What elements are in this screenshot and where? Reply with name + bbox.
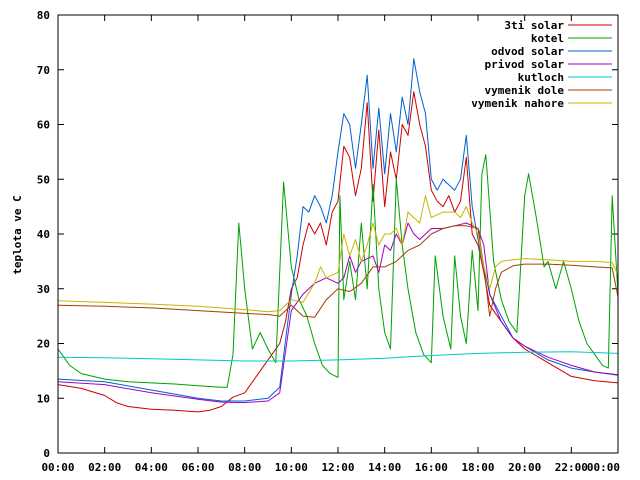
x-tick-label: 18:00	[461, 461, 494, 474]
x-tick-label: 10:00	[275, 461, 308, 474]
series-line-kutloch	[57, 351, 619, 362]
legend-label: privod solar	[485, 58, 565, 71]
x-tick-label: 06:00	[181, 461, 214, 474]
legend-label: odvod solar	[491, 45, 564, 58]
x-tick-label: 04:00	[135, 461, 168, 474]
y-tick-label: 50	[37, 173, 50, 186]
x-tick-label: 14:00	[368, 461, 401, 474]
x-tick-label: 12:00	[321, 461, 354, 474]
x-tick-label: 00:00	[41, 461, 74, 474]
series-lines	[57, 58, 619, 413]
y-tick-label: 10	[37, 392, 50, 405]
y-tick-label: 70	[37, 64, 50, 77]
plot-frame	[57, 14, 619, 454]
x-tick-label: 02:00	[88, 461, 121, 474]
legend-label: kutloch	[518, 71, 564, 84]
y-tick-label: 30	[37, 283, 50, 296]
series-line-privod-solar	[57, 222, 619, 404]
y-tick-label: 60	[37, 119, 50, 132]
y-tick-label: 20	[37, 338, 50, 351]
x-tick-label: 20:00	[508, 461, 541, 474]
legend-label: kotel	[531, 32, 564, 45]
x-tick-label: 08:00	[228, 461, 261, 474]
y-axis-ticks: 0 10 20 30 40 50 60 70 80	[37, 9, 618, 460]
legend-label: vymenik nahore	[471, 97, 564, 110]
y-tick-label: 80	[37, 9, 50, 22]
y-axis-label: teplota ve C	[11, 195, 24, 274]
series-line-vymenik-dole	[57, 225, 619, 318]
x-tick-label: 22:00	[555, 461, 588, 474]
legend-label: 3ti solar	[504, 19, 564, 32]
x-axis-ticks: 00:00 02:00 04:00 06:00 08:00 10:00 12:00 14:00…	[41, 15, 620, 474]
x-tick-label: 16:00	[415, 461, 448, 474]
y-tick-label: 40	[37, 228, 50, 241]
legend-label: vymenik dole	[485, 84, 565, 97]
x-tick-label: 00:00	[587, 461, 620, 474]
series-line-vymenik-nahore	[57, 195, 619, 313]
series-line-kotel	[57, 154, 619, 388]
y-tick-label: 0	[43, 447, 50, 460]
